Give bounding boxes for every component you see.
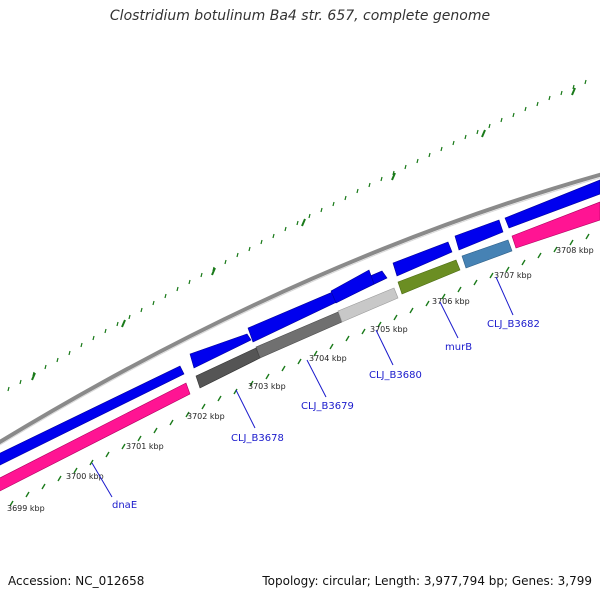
scale-label: 3703 kbp xyxy=(248,382,286,391)
cds-feature xyxy=(0,365,185,466)
scale-label: 3708 kbp xyxy=(556,246,594,255)
gene-labels: dnaE CLJ_B3678 CLJ_B3679 CLJ_B3680 murB … xyxy=(112,319,540,511)
scale-label: 3705 kbp xyxy=(370,325,408,334)
gene-label-murB[interactable]: murB xyxy=(445,342,472,353)
gene-label-CLJ_B3680[interactable]: CLJ_B3680 xyxy=(369,370,422,381)
scale-label: 3700 kbp xyxy=(66,472,104,481)
inner-tick-track xyxy=(9,233,590,507)
outer-major-ticks xyxy=(31,87,576,381)
cds-feature xyxy=(189,333,252,369)
dnaE-feature xyxy=(0,382,191,492)
outer-tick-track xyxy=(7,79,587,392)
scale-label: 3702 kbp xyxy=(187,412,225,421)
murB-feature xyxy=(397,259,461,295)
backbone-arc xyxy=(0,172,600,445)
map-title: Clostridium botulinum Ba4 str. 657, comp… xyxy=(109,8,491,24)
scale-label: 3699 kbp xyxy=(7,504,45,513)
genome-summary-text: Topology: circular; Length: 3,977,794 bp… xyxy=(262,574,592,588)
gene-leader-lines xyxy=(91,276,514,498)
cds-feature xyxy=(504,179,600,229)
gene-label-CLJ_B3678[interactable]: CLJ_B3678 xyxy=(231,433,284,444)
reverse-features-track xyxy=(0,201,600,492)
gene-label-CLJ_B3682[interactable]: CLJ_B3682 xyxy=(487,319,540,330)
gene-label-CLJ_B3679[interactable]: CLJ_B3679 xyxy=(301,401,354,412)
cds-feature xyxy=(454,219,504,251)
scale-label: 3701 kbp xyxy=(126,442,164,451)
CLJ_B3682-feature xyxy=(461,239,513,269)
forward-cds-track xyxy=(0,179,600,466)
gene-label-dnaE[interactable]: dnaE xyxy=(112,500,137,511)
scale-label: 3706 kbp xyxy=(432,297,470,306)
scale-labels: 3699 kbp 3700 kbp 3701 kbp 3702 kbp 3703… xyxy=(7,246,594,513)
rna-feature xyxy=(511,201,600,249)
CLJ_B3680-feature xyxy=(337,287,399,323)
scale-label: 3707 kbp xyxy=(494,271,532,280)
scale-label: 3704 kbp xyxy=(309,354,347,363)
accession-text: Accession: NC_012658 xyxy=(8,574,145,588)
cds-feature xyxy=(330,269,375,304)
cds-feature xyxy=(392,241,453,277)
